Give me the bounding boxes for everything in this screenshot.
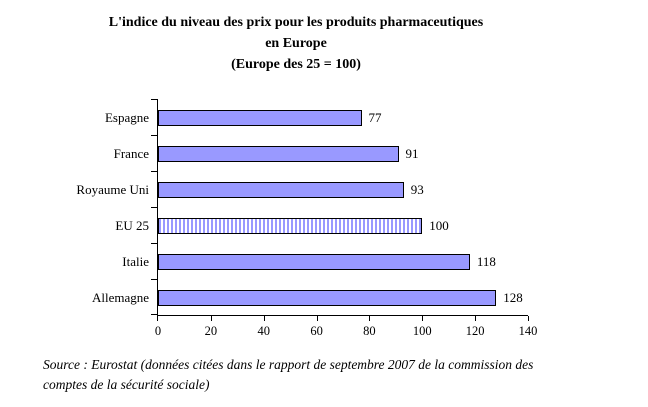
x-axis-label-60: 60 xyxy=(310,324,323,338)
y-axis-tick xyxy=(151,279,158,280)
value-label-espagne: 77 xyxy=(368,110,382,125)
x-axis-label-140: 140 xyxy=(518,324,538,338)
x-axis-label-40: 40 xyxy=(257,324,270,338)
value-label-france: 91 xyxy=(405,146,419,161)
x-axis-tick xyxy=(475,316,477,321)
chart-title-line3: (Europe des 25 = 100) xyxy=(231,57,361,72)
bar-italie xyxy=(158,254,470,270)
y-axis-tick xyxy=(151,243,158,244)
x-axis-tick xyxy=(422,316,424,321)
y-axis-tick xyxy=(151,171,158,172)
category-label-espagne: Espagne xyxy=(104,110,149,125)
y-axis-tick xyxy=(151,99,158,100)
category-label-france: France xyxy=(113,146,149,161)
value-label-eu-25: 100 xyxy=(429,218,449,233)
bar-france xyxy=(158,146,399,162)
value-label-royaume-uni: 93 xyxy=(410,182,424,197)
bar-royaume-uni xyxy=(158,182,404,198)
y-axis-tick xyxy=(151,135,158,136)
x-axis-tick xyxy=(210,316,212,321)
bar-espagne xyxy=(158,110,362,126)
x-axis-tick xyxy=(157,316,158,321)
x-axis-label-100: 100 xyxy=(412,324,432,338)
x-axis-tick xyxy=(263,316,265,321)
value-label-italie: 118 xyxy=(476,254,496,269)
category-label-italie: Italie xyxy=(122,254,149,269)
chart-title: L'indice du niveau des prix pour les pro… xyxy=(0,12,592,75)
x-axis-tick xyxy=(316,316,318,321)
chart-title-line2: en Europe xyxy=(265,36,327,51)
x-axis-label-120: 120 xyxy=(465,324,485,338)
x-axis-label-80: 80 xyxy=(363,324,376,338)
x-axis-label-0: 0 xyxy=(154,324,162,338)
chart-title-line1: L'indice du niveau des prix pour les pro… xyxy=(108,15,484,30)
category-label-allemagne: Allemagne xyxy=(91,290,149,305)
bar-allemagne xyxy=(158,290,497,306)
y-axis-tick xyxy=(151,207,158,208)
bar-eu-25 xyxy=(158,218,423,234)
x-axis-tick xyxy=(528,316,529,321)
category-label-royaume-uni: Royaume Uni xyxy=(76,182,149,197)
y-axis-tick xyxy=(151,314,158,315)
value-label-allemagne: 128 xyxy=(503,290,523,305)
source-note: Source : Eurostat (données citées dans l… xyxy=(43,357,534,392)
x-axis-tick xyxy=(369,316,371,321)
x-axis-label-20: 20 xyxy=(204,324,218,338)
plot-area: Espagne 77 France 91 Royaume Uni 93 EU 25 100 It… xyxy=(76,99,537,338)
category-label-eu-25: EU 25 xyxy=(115,218,149,233)
